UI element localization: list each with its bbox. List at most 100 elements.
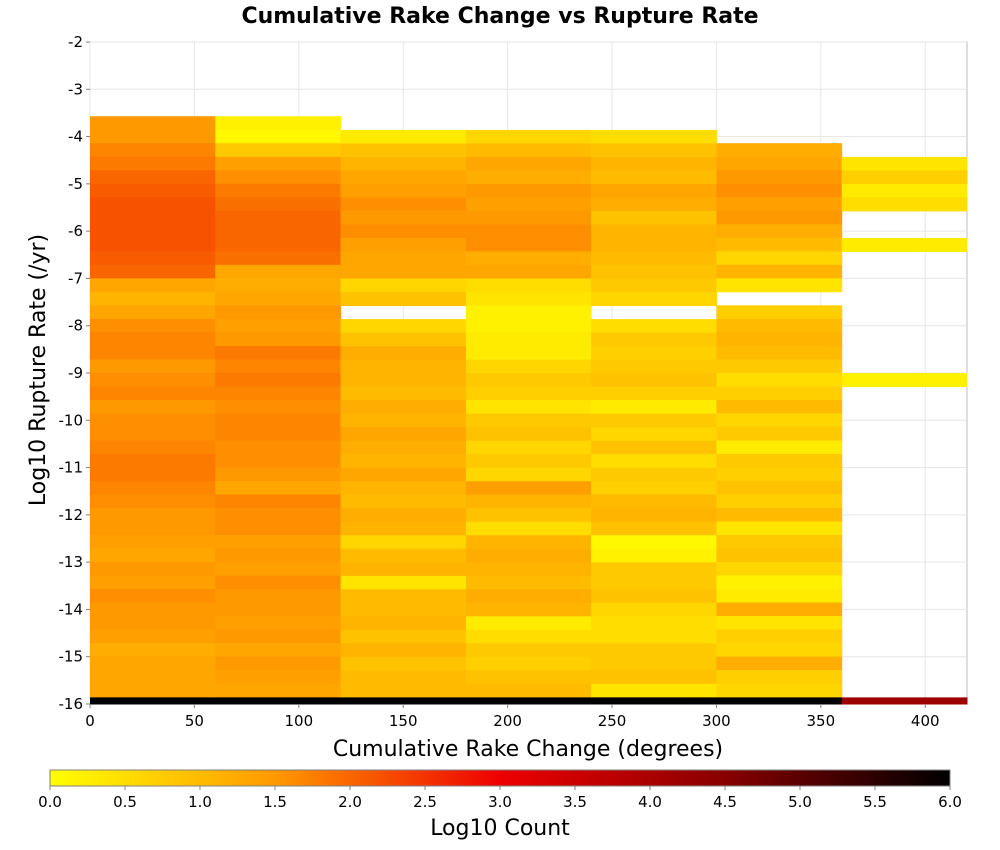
heatmap-cell [465, 670, 592, 685]
heatmap-cell [465, 224, 592, 239]
heatmap-cell [716, 629, 843, 644]
heatmap-cell [340, 143, 467, 158]
colorbar-tick-label: 1.5 [263, 793, 287, 811]
colorbar-tick-label: 3.0 [488, 793, 512, 811]
heatmap-cell [340, 292, 467, 307]
heatmap-cell [841, 170, 968, 185]
heatmap-cell [215, 616, 342, 631]
heatmap-cell [215, 210, 342, 225]
heatmap-cell [90, 237, 216, 252]
y-tick-label: -3 [68, 80, 83, 98]
heatmap-cell [465, 305, 592, 320]
heatmap-cell [591, 589, 717, 604]
x-tick-label: 50 [185, 712, 204, 730]
x-axis-ticks: 0 50 100 150 200 250 300 350 400 [85, 704, 940, 730]
heatmap-cell [591, 170, 717, 185]
heatmap-cell [340, 400, 467, 415]
heatmap-cell [716, 372, 843, 387]
heatmap-cell [340, 616, 467, 631]
heatmap-cell [716, 264, 843, 279]
heatmap-cell [591, 129, 717, 144]
heatmap-cell [465, 278, 592, 293]
heatmap-cell [841, 183, 968, 198]
x-axis-label: Cumulative Rake Change (degrees) [333, 737, 723, 762]
heatmap-cell [90, 629, 216, 644]
heatmap-cell [215, 683, 342, 698]
heatmap-cell [465, 386, 592, 401]
heatmap-cell [215, 535, 342, 550]
heatmap-cell [716, 589, 843, 604]
heatmap-cell [215, 508, 342, 523]
x-tick-label: 350 [807, 712, 836, 730]
heatmap-cell [465, 211, 592, 226]
heatmap-cell [340, 440, 467, 455]
heatmap-cell [591, 643, 717, 658]
heatmap-cell [841, 697, 968, 705]
heatmap-cell [90, 210, 216, 225]
y-tick-label: -8 [68, 317, 83, 335]
heatmap-cell [716, 332, 843, 347]
heatmap-cell [591, 238, 717, 253]
colorbar-tick-label: 0.0 [38, 793, 62, 811]
heatmap-cell [591, 292, 717, 307]
heatmap-cell [591, 602, 717, 617]
heatmap-cell [591, 575, 717, 590]
heatmap-cell [591, 278, 717, 293]
heatmap-cell [465, 156, 592, 171]
heatmap-cell [215, 345, 342, 360]
heatmap-cell [340, 481, 467, 496]
heatmap-cell [340, 454, 467, 469]
colorbar-label: Log10 Count [430, 816, 570, 841]
heatmap-cell [716, 561, 843, 576]
heatmap-cell [465, 467, 592, 482]
heatmap-cell [716, 318, 843, 333]
heatmap-cell [465, 643, 592, 658]
y-tick-label: -16 [59, 695, 84, 713]
heatmap-cell [716, 548, 843, 563]
heatmap-cell [465, 535, 592, 550]
heatmap-cell [841, 156, 968, 171]
heatmap-cell [215, 197, 342, 212]
heatmap-cell [90, 467, 216, 482]
colorbar-tick-label: 4.0 [638, 793, 662, 811]
heatmap-cell [215, 291, 342, 306]
colorbar-tick-label: 6.0 [938, 793, 962, 811]
heatmap-cell [465, 616, 592, 631]
heatmap-cell [90, 291, 216, 306]
heatmap-cell [340, 265, 467, 280]
heatmap-cell [716, 183, 843, 198]
heatmap-cell [340, 197, 467, 212]
heatmap-cell [340, 427, 467, 442]
heatmap-cell [340, 629, 467, 644]
heatmap-cell [90, 616, 216, 631]
heatmap-cell [716, 210, 843, 225]
heatmap-cell [716, 683, 843, 698]
heatmap-cell [465, 440, 592, 455]
y-tick-label: -4 [68, 128, 83, 146]
heatmap-cell [465, 629, 592, 644]
colorbar-tick-label: 5.5 [863, 793, 887, 811]
heatmap-cell [465, 265, 592, 280]
heatmap-cell [90, 670, 216, 685]
heatmap-cell [340, 643, 467, 658]
heatmap-cell [215, 697, 342, 705]
heatmap-cell [340, 129, 467, 144]
heatmap-cell [465, 481, 592, 496]
heatmap-cell [591, 265, 717, 280]
heatmap-cell [215, 129, 342, 144]
heatmap-cell [591, 656, 717, 671]
heatmap-cell [340, 670, 467, 685]
heatmap-cell [591, 373, 717, 388]
x-tick-label: 300 [702, 712, 731, 730]
heatmap-cell [215, 170, 342, 185]
heatmap-cell [215, 237, 342, 252]
heatmap-cell [465, 197, 592, 212]
heatmap-cell [591, 319, 717, 334]
heatmap-cell [215, 332, 342, 347]
heatmap-cell [591, 697, 717, 705]
heatmap-cell [215, 521, 342, 536]
heatmap-cell [90, 562, 216, 577]
heatmap-cell [465, 143, 592, 158]
heatmap-cell [340, 548, 467, 563]
heatmap-cell [716, 413, 843, 428]
